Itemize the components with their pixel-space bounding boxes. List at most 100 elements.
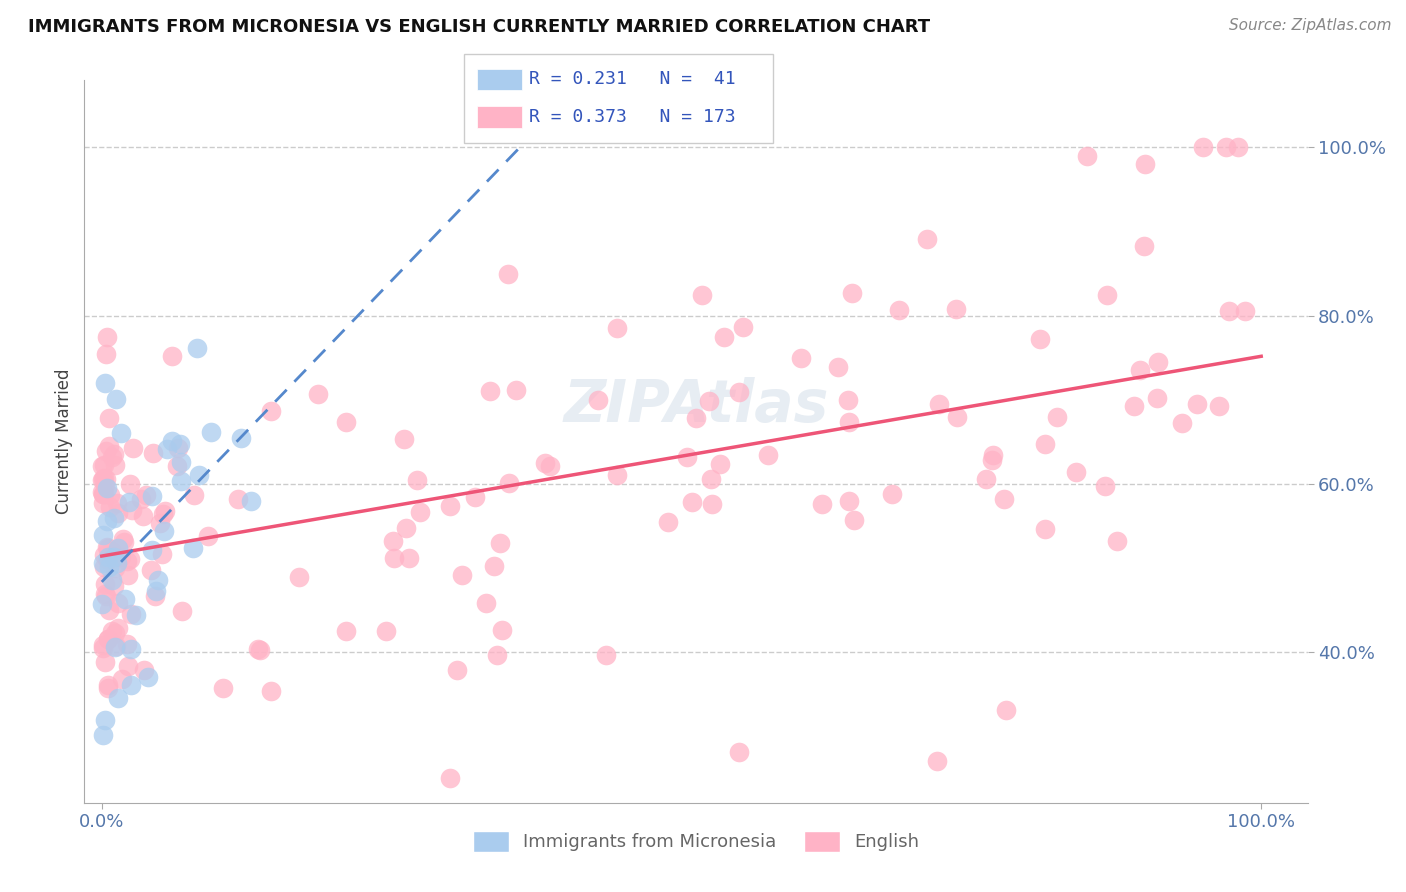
Point: [915, 232, 938, 246]
Point: [475, 596, 498, 610]
Point: [104, 458, 127, 473]
Point: [101, 544, 124, 558]
Point: [111, 673, 134, 687]
Point: [93, 714, 115, 728]
Point: [496, 267, 519, 281]
Point: [142, 446, 165, 460]
Point: [837, 392, 859, 407]
Point: [446, 664, 468, 678]
Point: [117, 637, 139, 651]
Point: [728, 745, 751, 759]
Point: [91, 527, 114, 541]
Point: [136, 670, 159, 684]
Point: [110, 549, 132, 564]
Point: [827, 360, 849, 375]
Point: [1171, 417, 1194, 431]
Point: [505, 384, 527, 398]
Point: [1064, 465, 1087, 479]
Point: [91, 458, 114, 473]
Point: [838, 494, 860, 508]
Point: [107, 690, 129, 705]
Point: [112, 532, 135, 546]
Point: [606, 467, 628, 482]
Point: [139, 563, 162, 577]
Point: [586, 393, 609, 408]
Point: [246, 642, 269, 657]
Point: [96, 481, 118, 495]
Point: [118, 551, 141, 566]
Point: [103, 549, 125, 564]
Point: [733, 319, 755, 334]
Point: [143, 589, 166, 603]
Point: [117, 554, 139, 568]
Point: [534, 456, 557, 470]
Point: [307, 386, 329, 401]
Point: [1185, 397, 1208, 411]
Point: [91, 640, 114, 655]
Point: [152, 547, 174, 561]
Point: [94, 587, 117, 601]
Point: [125, 608, 148, 623]
Point: [153, 524, 176, 538]
Point: [395, 521, 418, 535]
Point: [1097, 288, 1119, 302]
Point: [96, 541, 118, 555]
Point: [93, 559, 115, 574]
Point: [260, 683, 283, 698]
Point: [117, 658, 139, 673]
Point: [160, 349, 183, 363]
Point: [94, 376, 117, 390]
Point: [249, 642, 271, 657]
Point: [101, 624, 124, 638]
Point: [993, 491, 1015, 506]
Point: [91, 638, 114, 652]
Point: [91, 496, 114, 510]
Point: [97, 549, 120, 564]
Point: [381, 534, 404, 549]
Point: [439, 771, 461, 785]
Point: [1035, 437, 1057, 451]
Point: [97, 560, 120, 574]
Text: ZIPAtlas: ZIPAtlas: [564, 377, 828, 434]
Point: [491, 623, 513, 637]
Point: [97, 632, 120, 647]
Point: [335, 415, 357, 429]
Point: [149, 516, 172, 530]
Point: [197, 529, 219, 543]
Point: [104, 626, 127, 640]
Point: [887, 303, 910, 318]
Point: [141, 489, 163, 503]
Point: [103, 447, 125, 461]
Point: [1208, 400, 1230, 414]
Point: [135, 488, 157, 502]
Point: [117, 568, 139, 582]
Point: [406, 473, 429, 487]
Point: [181, 541, 204, 556]
Point: [728, 385, 751, 400]
Point: [1192, 140, 1215, 154]
Point: [96, 330, 118, 344]
Point: [94, 346, 117, 360]
Point: [451, 568, 474, 582]
Point: [97, 541, 120, 555]
Point: [94, 443, 117, 458]
Point: [1033, 522, 1056, 536]
Point: [187, 468, 209, 483]
Point: [103, 511, 125, 525]
Point: [120, 607, 142, 621]
Point: [103, 561, 125, 575]
Point: [93, 471, 115, 485]
Point: [606, 321, 628, 335]
Point: [166, 458, 188, 473]
Point: [409, 505, 432, 519]
Point: [697, 394, 720, 409]
Point: [94, 655, 117, 669]
Point: [1094, 479, 1116, 493]
Point: [121, 502, 143, 516]
Point: [162, 434, 184, 449]
Point: [155, 442, 177, 457]
Point: [94, 478, 117, 492]
Point: [98, 439, 121, 453]
Point: [1146, 391, 1168, 405]
Point: [1029, 331, 1052, 345]
